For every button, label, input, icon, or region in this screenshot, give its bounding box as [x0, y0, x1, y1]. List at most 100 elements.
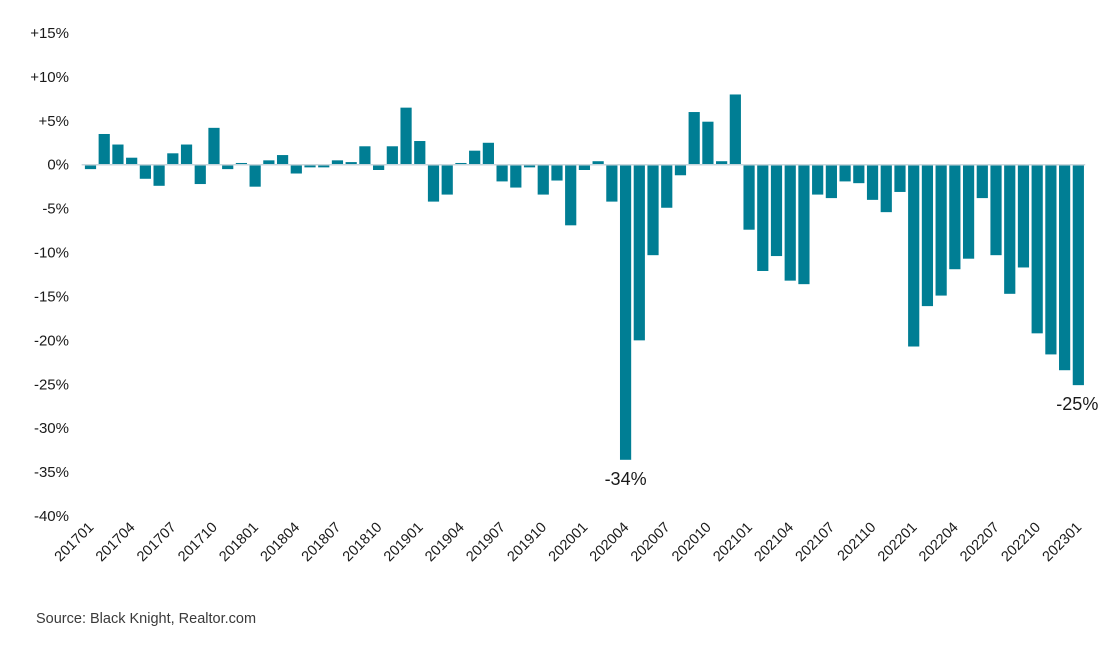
bar-202102: [757, 164, 769, 271]
x-tick-label: 202207: [957, 520, 1003, 566]
x-tick-label: 202104: [752, 520, 798, 566]
bar-201902: [427, 164, 440, 202]
bar-202203: [935, 164, 947, 296]
bar-202103: [770, 164, 783, 257]
x-tick-label: 201901: [381, 520, 427, 566]
x-tick-label: 201904: [422, 520, 468, 566]
y-tick-label: -20%: [34, 332, 69, 349]
y-tick-label: 0%: [47, 157, 69, 174]
bar-202211: [1045, 164, 1057, 355]
data-label-202004: -34%: [605, 469, 647, 489]
annotations: -34% -25%: [605, 394, 1099, 489]
bar-202210: [1031, 164, 1043, 334]
bar-201811: [386, 146, 398, 165]
bar-201701: [84, 164, 97, 170]
bar-201908: [510, 164, 522, 188]
x-tick-label: 202210: [998, 520, 1044, 566]
x-tick-label: 201810: [340, 520, 386, 566]
bar-202009: [688, 112, 700, 165]
bar-201710: [208, 127, 220, 165]
bar-201706: [153, 164, 165, 186]
bar-202109: [853, 164, 865, 184]
bar-202202: [921, 164, 934, 307]
y-axis: +15% +10% +5% 0% -5% -10% -15% -20% -25% -30% -35%…: [30, 25, 69, 525]
bar-201802: [263, 160, 275, 165]
y-tick-label: +10%: [30, 69, 69, 86]
x-tick-label: 202204: [916, 520, 962, 566]
x-tick-label: 201704: [93, 520, 139, 566]
bar-201709: [194, 164, 206, 185]
bar-202110: [866, 164, 879, 200]
x-tick-label: 202101: [710, 520, 756, 566]
x-tick-label: 202107: [793, 520, 839, 566]
y-tick-label: -40%: [34, 508, 69, 525]
bar-201812: [400, 107, 412, 165]
bar-202212: [1059, 164, 1071, 371]
bar-202107: [825, 164, 837, 199]
bar-201704: [126, 157, 138, 165]
bar-201712: [235, 162, 248, 165]
x-tick-label: 202001: [546, 520, 592, 566]
bar-202104: [784, 164, 796, 281]
bar-202207: [990, 164, 1002, 256]
bar-202001: [578, 164, 591, 170]
bar-202010: [702, 121, 714, 165]
data-label-202301: -25%: [1056, 394, 1098, 414]
bar-201808: [345, 162, 357, 165]
bar-202111: [880, 164, 892, 213]
bar-201903: [441, 164, 453, 195]
x-tick-label: 201707: [134, 520, 180, 566]
x-tick-label: 202301: [1040, 520, 1086, 566]
bar-202105: [798, 164, 810, 285]
bar-202004: [619, 164, 632, 460]
y-tick-label: -15%: [34, 288, 69, 305]
source-note: Source: Black Knight, Realtor.com: [36, 611, 257, 627]
bar-201708: [180, 144, 193, 165]
y-tick-label: -30%: [34, 420, 69, 437]
bar-chart: +15% +10% +5% 0% -5% -10% -15% -20% -25% -30% -35%…: [30, 25, 1099, 566]
bar-202206: [976, 164, 988, 199]
x-tick-label: 201910: [505, 520, 551, 566]
bar-201806: [318, 164, 330, 168]
x-tick-label: 202010: [669, 520, 715, 566]
bar-202204: [949, 164, 961, 270]
bar-202005: [633, 164, 645, 341]
x-tick-label: 201807: [299, 520, 345, 566]
bar-201801: [249, 164, 261, 187]
x-tick-label: 201701: [52, 520, 98, 566]
bar-201907: [496, 164, 508, 182]
bar-201909: [523, 164, 536, 168]
bar-201705: [139, 164, 151, 179]
x-axis: 2017012017042017072017102018012018042018…: [52, 520, 1085, 566]
bar-201910: [537, 164, 549, 195]
y-tick-label: -10%: [34, 245, 69, 262]
bar-201804: [290, 164, 302, 174]
bar-202007: [661, 164, 673, 208]
bar-202011: [716, 161, 728, 165]
bar-202209: [1017, 164, 1030, 268]
y-tick-label: -35%: [34, 464, 69, 481]
bar-201906: [482, 142, 494, 165]
bar-202201: [908, 164, 920, 347]
bar-201810: [373, 164, 385, 170]
bar-201807: [331, 160, 344, 165]
bar-202112: [894, 164, 906, 192]
bar-201912: [565, 164, 577, 226]
x-tick-label: 201907: [463, 520, 509, 566]
bar-202002: [592, 161, 604, 165]
x-tick-label: 201801: [216, 520, 262, 566]
bar-202205: [962, 164, 975, 259]
y-tick-label: +15%: [30, 25, 69, 42]
bar-202208: [1004, 164, 1016, 294]
x-tick-label: 202007: [628, 520, 674, 566]
bar-201707: [167, 153, 179, 165]
bar-201711: [222, 164, 234, 170]
bar-201703: [112, 144, 124, 165]
x-tick-label: 202110: [835, 520, 880, 565]
bar-201905: [469, 150, 481, 165]
bars: [84, 94, 1084, 460]
bar-201901: [414, 141, 426, 165]
bar-202301: [1072, 164, 1084, 386]
y-tick-label: +5%: [39, 113, 69, 130]
bar-202008: [674, 164, 687, 176]
